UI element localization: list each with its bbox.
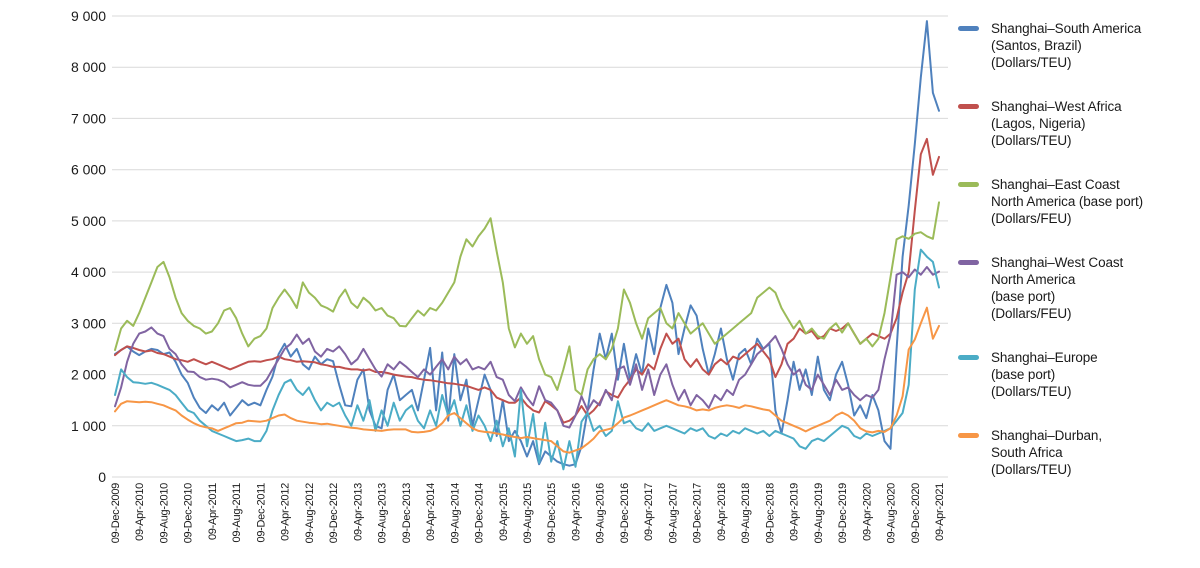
x-axis-tick-label: 09-Apr-2015 — [498, 483, 510, 541]
x-axis-tick-label: 09-Dec-2011 — [255, 483, 267, 543]
x-axis-tick-label: 09-Dec-2015 — [546, 483, 558, 543]
x-axis-tick-label: 09-Dec-2019 — [837, 483, 849, 543]
legend-item: Shanghai–South America (Santos, Brazil) (D… — [958, 20, 1196, 71]
x-axis-tick-label: 09-Aug-2018 — [740, 483, 752, 543]
x-axis-tick-label: 09-Dec-2017 — [692, 483, 704, 543]
legend-label: Shanghai–South America (Santos, Brazil) (D… — [991, 20, 1141, 71]
legend-label-line: (Santos, Brazil) — [991, 38, 1082, 53]
x-axis-tick-label: 09-Aug-2012 — [304, 483, 316, 543]
legend-item: Shanghai–West Africa (Lagos, Nigeria) (Dol… — [958, 98, 1196, 149]
x-axis-tick-label: 09-Aug-2017 — [667, 483, 679, 543]
x-axis-tick-label: 09-Dec-2020 — [910, 483, 922, 543]
x-axis-tick-label: 09-Dec-2018 — [764, 483, 776, 543]
x-axis-tick-label: 09-Aug-2016 — [595, 483, 607, 543]
legend-label-line: (Dollars/FEU) — [991, 211, 1072, 226]
legend-label-line: Shanghai–South America — [991, 21, 1142, 36]
x-axis-tick-label: 09-Aug-2015 — [522, 483, 534, 543]
y-axis-tick-label: 7 000 — [71, 110, 106, 126]
y-axis-tick-label: 2 000 — [71, 367, 106, 383]
legend-label: Shanghai–East Coast North America (base p… — [991, 176, 1143, 227]
x-axis-tick-label: 09-Dec-2014 — [474, 483, 486, 543]
legend-label-line: (Dollars/TEU) — [991, 55, 1072, 70]
legend-swatch — [958, 433, 979, 438]
x-axis-tick-label: 09-Apr-2010 — [134, 483, 146, 541]
x-axis-tick-label: 09-Apr-2013 — [352, 483, 364, 541]
chart-legend: Shanghai–South America (Santos, Brazil) (D… — [958, 20, 1196, 478]
legend-swatch — [958, 182, 979, 187]
legend-label: Shanghai–West Africa (Lagos, Nigeria) (Dol… — [991, 98, 1122, 149]
x-axis-tick-label: 09-Aug-2011 — [231, 483, 243, 543]
legend-label-line: Shanghai–Durban, — [991, 428, 1102, 443]
x-axis-tick-label: 09-Aug-2020 — [886, 483, 898, 543]
y-axis-tick-label: 4 000 — [71, 264, 106, 280]
y-axis-tick-label: 5 000 — [71, 213, 106, 229]
legend-label-line: (Dollars/TEU) — [991, 133, 1072, 148]
legend-label-line: North America (base port) — [991, 194, 1144, 209]
legend-swatch — [958, 260, 979, 265]
x-axis-tick-label: 09-Dec-2010 — [183, 483, 195, 543]
series-line-4 — [114, 266, 940, 429]
x-axis-tick-label: 09-Apr-2012 — [280, 483, 292, 541]
legend-label-line: (base port) — [991, 289, 1056, 304]
legend-label-line: (base port) — [991, 367, 1056, 382]
y-axis-tick-label: 9 000 — [71, 8, 106, 24]
legend-label-line: South Africa — [991, 445, 1063, 460]
x-axis-tick-label: 09-Apr-2018 — [716, 483, 728, 541]
x-axis-tick-label: 09-Apr-2014 — [425, 483, 437, 541]
series-line-1 — [114, 20, 940, 467]
series-line-3 — [114, 201, 940, 396]
legend-label-line: (Lagos, Nigeria) — [991, 116, 1086, 131]
x-axis-tick-label: 09-Aug-2019 — [813, 483, 825, 543]
series-line-2 — [114, 137, 940, 424]
x-axis-tick-label: 09-Dec-2016 — [619, 483, 631, 543]
x-axis-tick-label: 09-Aug-2010 — [159, 483, 171, 543]
x-axis-tick-label: 09-Apr-2016 — [571, 483, 583, 541]
y-axis-tick-label: 0 — [98, 469, 106, 485]
legend-item: Shanghai–Durban, South Africa (Dollars/TEU… — [958, 427, 1196, 478]
legend-label-line: North America — [991, 272, 1076, 287]
x-axis-tick-label: 09-Apr-2011 — [207, 483, 219, 540]
x-axis-tick-label: 09-Dec-2012 — [328, 483, 340, 543]
x-axis-tick-label: 09-Apr-2021 — [934, 483, 946, 541]
y-axis-tick-label: 6 000 — [71, 162, 106, 178]
y-axis-tick-label: 3 000 — [71, 315, 106, 331]
legend-item: Shanghai–East Coast North America (base p… — [958, 176, 1196, 227]
legend-label: Shanghai–Durban, South Africa (Dollars/TEU… — [991, 427, 1102, 478]
x-axis-tick-label: 09-Apr-2017 — [643, 483, 655, 541]
x-axis-tick-label: 09-Apr-2020 — [861, 483, 873, 541]
legend-label-line: (Dollars/TEU) — [991, 384, 1072, 399]
legend-label-line: (Dollars/TEU) — [991, 462, 1072, 477]
legend-label-line: Shanghai–West Coast — [991, 255, 1124, 270]
legend-swatch — [958, 355, 979, 360]
legend-label: Shanghai–West Coast North America (base po… — [991, 254, 1123, 322]
x-axis-tick-label: 09-Apr-2019 — [789, 483, 801, 541]
x-axis-tick-label: 09-Aug-2014 — [449, 483, 461, 543]
legend-item: Shanghai–Europe (base port) (Dollars/TEU) — [958, 349, 1196, 400]
x-axis-tick-label: 09-Dec-2013 — [401, 483, 413, 543]
legend-item: Shanghai–West Coast North America (base po… — [958, 254, 1196, 322]
x-axis-tick-label: 09-Aug-2013 — [377, 483, 389, 543]
legend-label-line: Shanghai–West Africa — [991, 99, 1122, 114]
y-axis-tick-label: 1 000 — [71, 418, 106, 434]
legend-label-line: Shanghai–Europe — [991, 350, 1098, 365]
legend-label-line: (Dollars/FEU) — [991, 306, 1072, 321]
legend-label: Shanghai–Europe (base port) (Dollars/TEU) — [991, 349, 1098, 400]
x-axis-tick-label: 09-Dec-2009 — [110, 483, 122, 543]
legend-swatch — [958, 26, 979, 31]
series-line-6 — [114, 306, 940, 454]
legend-swatch — [958, 104, 979, 109]
series-line-5 — [114, 248, 940, 471]
legend-label-line: Shanghai–East Coast — [991, 177, 1120, 192]
y-axis-tick-label: 8 000 — [71, 59, 106, 75]
